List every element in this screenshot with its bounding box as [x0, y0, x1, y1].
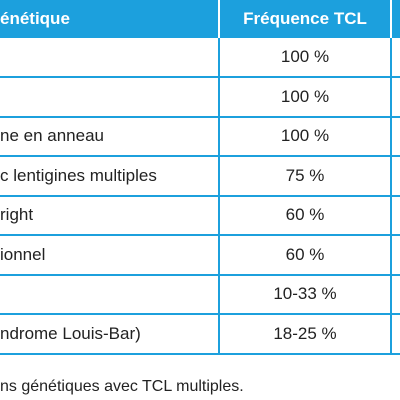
table-cell: 100 %: [218, 77, 390, 118]
table-cell: [390, 314, 400, 355]
table-cell: [390, 38, 400, 78]
table-cell: [390, 275, 400, 315]
header-cell: énétique: [0, 0, 218, 38]
table-cell: [0, 78, 218, 118]
table-cell: 75 %: [218, 156, 390, 197]
table-cell: 60 %: [218, 196, 390, 236]
table-cell: 100 %: [218, 38, 390, 78]
table-cell: 10-33 %: [218, 275, 390, 315]
table-cell: ndrome Louis-Bar): [0, 315, 218, 355]
table-cell: [390, 235, 400, 276]
table-cell: c lentigines multiples: [0, 157, 218, 197]
header-cell: [390, 0, 400, 38]
header-cell: Fréquence TCL: [218, 0, 390, 38]
table-cell: ionnel: [0, 236, 218, 276]
table-cell: 100 %: [218, 117, 390, 157]
table-cell: [390, 156, 400, 197]
table-cell: [390, 117, 400, 157]
table-cell: [390, 77, 400, 118]
caption: ns génétiques avec TCL multiples.: [0, 378, 244, 395]
table-cell: [390, 196, 400, 236]
table-cell: 18-25 %: [218, 314, 390, 355]
table-cell: right: [0, 196, 218, 236]
table-cell: [0, 275, 218, 315]
table-cell: 60 %: [218, 235, 390, 276]
table-cell: ne en anneau: [0, 117, 218, 157]
table-cell: [0, 38, 218, 78]
